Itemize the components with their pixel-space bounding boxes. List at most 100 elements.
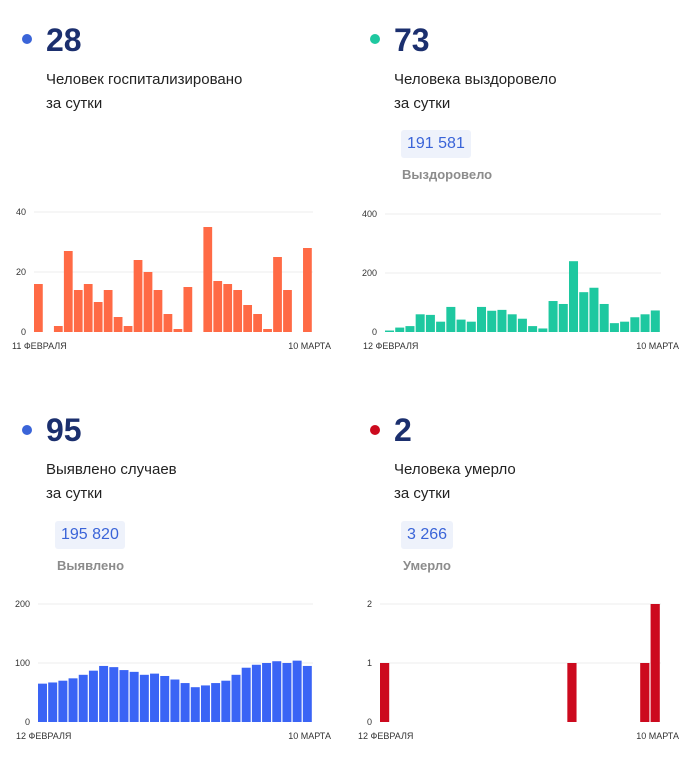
x-end-label: 10 МАРТА bbox=[288, 731, 331, 741]
bar bbox=[630, 317, 640, 332]
bar bbox=[160, 675, 170, 722]
bar bbox=[48, 682, 58, 722]
bar bbox=[528, 326, 538, 332]
deaths-card: 2 Человека умерло за сутки 3 266 Умерло … bbox=[345, 390, 685, 768]
deaths-total-label: Умерло bbox=[403, 558, 451, 573]
bar bbox=[558, 303, 568, 332]
bar bbox=[466, 321, 476, 332]
deaths-total-badge: 3 266 bbox=[401, 521, 454, 549]
bar bbox=[415, 314, 425, 332]
x-end-label: 10 МАРТА bbox=[288, 341, 331, 351]
bar bbox=[53, 326, 63, 332]
cases-chart: 0 100 200 12 ФЕВРАЛЯ 10 МАРТА bbox=[15, 599, 331, 741]
y-tick-label: 40 bbox=[16, 207, 26, 217]
bar bbox=[88, 670, 98, 722]
bar bbox=[78, 674, 88, 722]
bar bbox=[123, 326, 133, 332]
bar bbox=[579, 292, 589, 332]
bar bbox=[262, 663, 272, 722]
bullet-dot-icon bbox=[22, 34, 32, 44]
bar bbox=[650, 604, 660, 722]
bar bbox=[456, 319, 466, 332]
recovered-chart: 0 200 400 12 ФЕВРАЛЯ 10 МАРТА bbox=[362, 209, 679, 351]
bar bbox=[213, 281, 223, 332]
y-tick-label: 100 bbox=[15, 658, 30, 668]
caption-line-2: за сутки bbox=[46, 95, 103, 112]
deaths-chart: 0 1 2 12 ФЕВРАЛЯ 10 МАРТА bbox=[358, 599, 679, 741]
bar bbox=[507, 314, 517, 332]
y-tick-label: 0 bbox=[372, 327, 377, 337]
bar bbox=[241, 667, 251, 722]
bar bbox=[93, 302, 103, 332]
bar bbox=[129, 671, 139, 722]
deaths-count: 2 bbox=[394, 412, 412, 448]
y-tick-label: 2 bbox=[367, 599, 372, 609]
hospitalized-card: 28 Человек госпитализировано за сутки 0 2… bbox=[0, 0, 340, 380]
caption-line-1: Выявлено случаев bbox=[46, 461, 177, 478]
bar bbox=[548, 301, 558, 332]
bar bbox=[233, 290, 243, 332]
bar bbox=[58, 680, 68, 722]
bar bbox=[272, 661, 282, 722]
bar bbox=[63, 251, 73, 332]
bar bbox=[183, 287, 193, 332]
bar bbox=[99, 665, 109, 722]
bar bbox=[567, 663, 577, 722]
cases-total-badge: 195 820 bbox=[55, 521, 125, 549]
y-tick-label: 0 bbox=[25, 717, 30, 727]
cases-count: 95 bbox=[46, 412, 82, 448]
x-start-label: 12 ФЕВРАЛЯ bbox=[16, 731, 71, 741]
bullet-dot-icon bbox=[22, 425, 32, 435]
recovered-total-badge: 191 581 bbox=[401, 130, 471, 158]
bar bbox=[405, 326, 415, 332]
recovered-count: 73 bbox=[394, 22, 430, 58]
y-tick-label: 1 bbox=[367, 658, 372, 668]
y-tick-label: 0 bbox=[21, 327, 26, 337]
bar bbox=[538, 328, 548, 332]
caption-line-1: Человека умерло bbox=[394, 461, 516, 478]
bar bbox=[109, 667, 119, 722]
caption-line-1: Человек госпитализировано bbox=[46, 71, 243, 88]
bar bbox=[292, 660, 302, 722]
bar bbox=[153, 290, 163, 332]
bar bbox=[231, 674, 241, 722]
bar bbox=[263, 329, 272, 332]
x-start-label: 12 ФЕВРАЛЯ bbox=[363, 341, 418, 351]
bar bbox=[180, 683, 190, 722]
deaths-caption: Человека умерло за сутки bbox=[394, 458, 654, 506]
bar bbox=[243, 305, 253, 332]
bar bbox=[38, 683, 47, 722]
hospitalized-caption: Человек госпитализировано за сутки bbox=[46, 68, 306, 116]
x-start-label: 12 ФЕВРАЛЯ bbox=[358, 731, 413, 741]
bar bbox=[477, 306, 487, 332]
bar bbox=[640, 314, 650, 332]
bar bbox=[650, 310, 660, 332]
bar bbox=[68, 678, 78, 722]
bar bbox=[83, 284, 93, 332]
bar bbox=[203, 227, 213, 332]
bar bbox=[302, 665, 312, 722]
y-tick-label: 0 bbox=[367, 717, 372, 727]
bar bbox=[589, 287, 599, 332]
bar bbox=[150, 673, 160, 722]
bar bbox=[609, 323, 619, 332]
bar bbox=[380, 663, 390, 722]
hospitalized-count: 28 bbox=[46, 22, 82, 58]
x-end-label: 10 МАРТА bbox=[636, 341, 679, 351]
recovered-total-label: Выздоровело bbox=[402, 167, 493, 182]
bar bbox=[487, 310, 497, 332]
bar bbox=[170, 679, 180, 722]
bar bbox=[517, 318, 527, 332]
bar bbox=[620, 321, 630, 332]
caption-line-2: за сутки bbox=[394, 485, 451, 502]
y-tick-label: 20 bbox=[16, 267, 26, 277]
bullet-dot-icon bbox=[370, 425, 380, 435]
bar bbox=[253, 314, 262, 332]
bar bbox=[103, 290, 113, 332]
caption-line-2: за сутки bbox=[394, 95, 451, 112]
bar bbox=[163, 314, 173, 332]
bar bbox=[395, 327, 405, 332]
bar bbox=[497, 309, 507, 332]
bar bbox=[640, 663, 650, 722]
bar bbox=[251, 664, 261, 722]
